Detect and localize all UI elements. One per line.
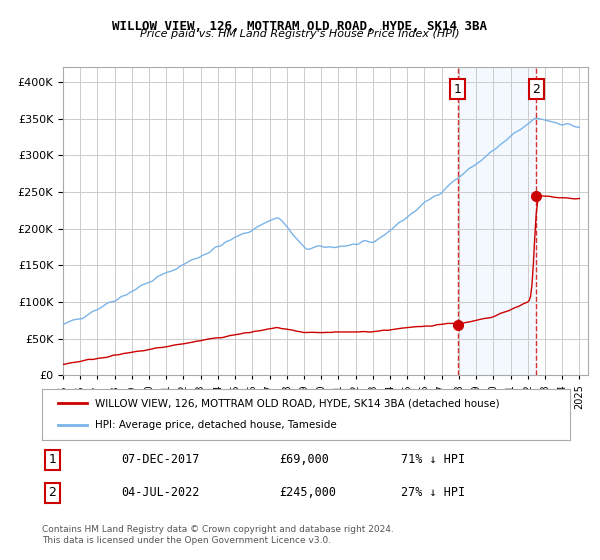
Text: 71% ↓ HPI: 71% ↓ HPI — [401, 454, 465, 466]
Text: 2: 2 — [49, 486, 56, 500]
Text: 07-DEC-2017: 07-DEC-2017 — [121, 454, 200, 466]
Bar — [458, 67, 536, 375]
Text: 27% ↓ HPI: 27% ↓ HPI — [401, 486, 465, 500]
Text: Contains HM Land Registry data © Crown copyright and database right 2024.
This d: Contains HM Land Registry data © Crown c… — [42, 525, 394, 545]
Text: Price paid vs. HM Land Registry's House Price Index (HPI): Price paid vs. HM Land Registry's House … — [140, 29, 460, 39]
Text: £69,000: £69,000 — [280, 454, 329, 466]
Text: HPI: Average price, detached house, Tameside: HPI: Average price, detached house, Tame… — [95, 421, 337, 431]
Text: WILLOW VIEW, 126, MOTTRAM OLD ROAD, HYDE, SK14 3BA: WILLOW VIEW, 126, MOTTRAM OLD ROAD, HYDE… — [113, 20, 487, 32]
Text: 04-JUL-2022: 04-JUL-2022 — [121, 486, 200, 500]
Text: 1: 1 — [454, 83, 461, 96]
Text: £245,000: £245,000 — [280, 486, 337, 500]
Text: 2: 2 — [532, 83, 540, 96]
Text: WILLOW VIEW, 126, MOTTRAM OLD ROAD, HYDE, SK14 3BA (detached house): WILLOW VIEW, 126, MOTTRAM OLD ROAD, HYDE… — [95, 398, 499, 408]
Text: 1: 1 — [49, 454, 56, 466]
